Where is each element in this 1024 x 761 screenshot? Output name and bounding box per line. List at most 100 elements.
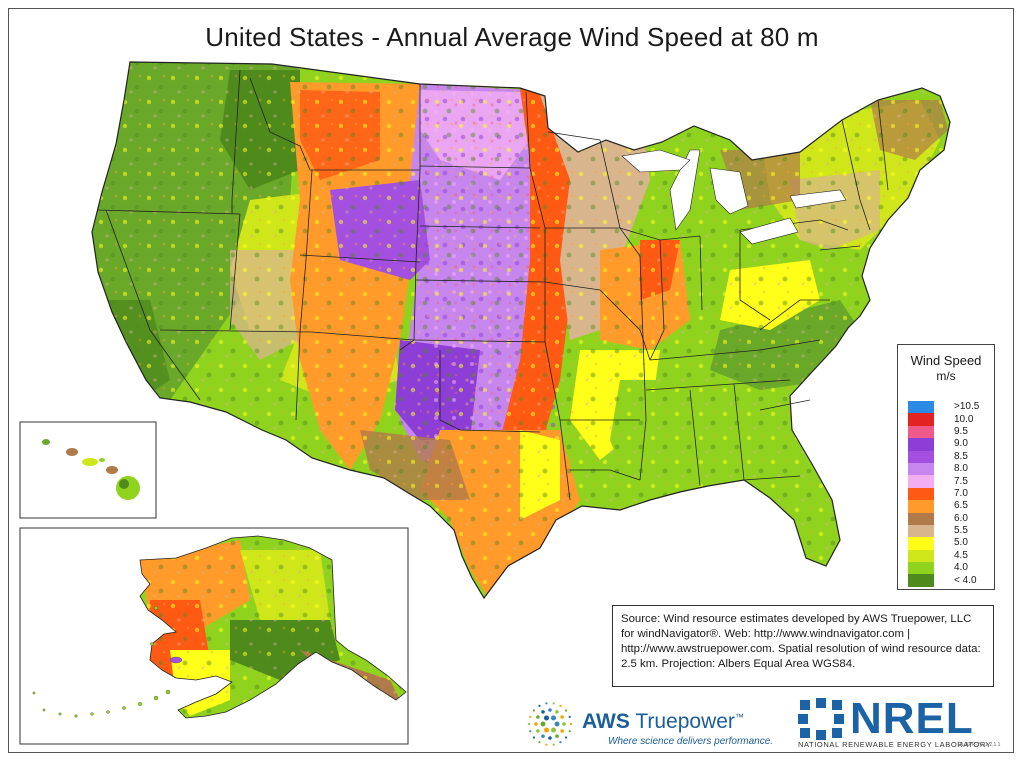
aws-dot xyxy=(541,734,545,738)
legend-swatch xyxy=(908,549,934,563)
aws-dot xyxy=(536,729,540,733)
legend-label: >10.5 xyxy=(954,401,980,413)
aws-dot xyxy=(527,722,531,726)
aws-dot xyxy=(568,730,571,733)
legend-label: 7.0 xyxy=(954,487,968,499)
lake-erie xyxy=(739,217,799,245)
aws-dot xyxy=(540,721,546,727)
conus-outline xyxy=(91,61,951,600)
source-note: Source: Wind resource estimates develope… xyxy=(612,605,994,687)
aws-dot xyxy=(545,743,548,746)
aws-dot xyxy=(544,727,549,733)
legend-entry: 9.5 xyxy=(908,425,979,439)
aws-dot xyxy=(568,715,571,718)
legend-label: 9.0 xyxy=(954,438,968,450)
aws-dot xyxy=(529,715,532,718)
legend-swatch xyxy=(908,500,934,513)
legend-label: 10.0 xyxy=(954,413,974,425)
legend-swatch xyxy=(908,438,934,451)
aws-dot xyxy=(552,702,555,705)
legend-entry: 4.5 xyxy=(908,549,979,563)
legend-label: < 4.0 xyxy=(954,574,977,586)
legend-label: 4.5 xyxy=(954,549,968,561)
aws-dot xyxy=(551,715,556,721)
alaska-outline xyxy=(139,535,407,719)
aws-dot xyxy=(554,721,560,727)
aws-dot xyxy=(536,715,540,719)
hawaii-inset-frame xyxy=(19,421,157,519)
legend-swatch xyxy=(908,562,934,575)
legend-swatch xyxy=(908,462,934,476)
legend-entry: 6.5 xyxy=(908,500,979,513)
aws-dot xyxy=(564,709,568,712)
legend-title: Wind Speed xyxy=(910,353,982,368)
aws-dot xyxy=(552,743,555,746)
legend-label: 8.5 xyxy=(954,450,968,462)
legend-swatch xyxy=(908,537,934,550)
legend-entry: 8.5 xyxy=(908,450,979,463)
aws-dot xyxy=(551,727,556,733)
aws-dot xyxy=(564,736,568,739)
legend-entry: < 4.0 xyxy=(908,574,979,587)
aws-dot xyxy=(559,704,562,707)
aws-dot xyxy=(548,736,552,740)
legend-label: 8.0 xyxy=(954,463,968,475)
nrel-mark-icon xyxy=(798,698,844,740)
legend-swatch xyxy=(908,401,934,414)
legend-swatch xyxy=(908,524,934,538)
legend-swatch xyxy=(908,475,934,488)
legend-label: 5.5 xyxy=(954,525,968,537)
map-frame xyxy=(8,8,1014,753)
map-title: United States - Annual Average Wind Spee… xyxy=(205,22,819,52)
aws-dot xyxy=(532,709,536,712)
aws-dots-icon xyxy=(527,702,573,746)
aws-dot xyxy=(538,741,541,744)
legend-entry: 5.5 xyxy=(908,524,979,538)
lake-huron xyxy=(709,167,749,215)
aws-dot xyxy=(529,730,532,733)
legend-entry: 6.0 xyxy=(908,512,979,525)
legend-swatch xyxy=(908,425,934,439)
aws-dot xyxy=(562,722,566,726)
legend-unit: m/s xyxy=(936,369,956,383)
legend-entry: 8.0 xyxy=(908,462,979,476)
aws-wordmark: AWS Truepower™ xyxy=(582,710,744,733)
legend-entry: 5.0 xyxy=(908,537,979,550)
aws-dot xyxy=(555,710,559,714)
legend-swatch xyxy=(908,512,934,525)
aws-tagline: Where science delivers performance. xyxy=(608,736,774,747)
legend-entry: 9.0 xyxy=(908,438,979,451)
legend-label: 4.0 xyxy=(954,562,968,574)
aws-truepower-logo: AWS Truepower™ Where science delivers pe… xyxy=(520,696,785,752)
legend-swatch xyxy=(908,413,934,426)
legend-label: 6.0 xyxy=(954,512,968,524)
wind-speed-legend: Wind Speed m/s >10.5 10.0 9.5 9.0 8.5 8.0 7.5 7… xyxy=(897,344,995,590)
legend-list: >10.5 10.0 9.5 9.0 8.5 8.0 7.5 7.0 6.5 6.0 5.5 5.0 4… xyxy=(908,401,979,587)
aws-dot xyxy=(560,729,564,733)
aws-dot xyxy=(569,722,573,726)
lake-michigan xyxy=(669,149,701,231)
nrel-wordmark: NREL xyxy=(850,694,974,743)
legend-label: 7.5 xyxy=(954,475,968,487)
legend-swatch xyxy=(908,487,934,501)
state-boundaries xyxy=(97,69,889,501)
nrel-fullname: NATIONAL RENEWABLE ENERGY LABORATORY xyxy=(798,740,992,749)
aws-dot xyxy=(538,704,541,707)
lake-superior xyxy=(621,149,691,173)
legend-label: 5.0 xyxy=(954,537,968,549)
aws-dot xyxy=(534,722,538,726)
lake-ontario xyxy=(789,189,847,209)
aws-dot xyxy=(548,708,552,712)
aws-dot xyxy=(559,741,562,744)
legend-swatch xyxy=(908,574,934,587)
nrel-logo: NREL NATIONAL RENEWABLE ENERGY LABORATOR… xyxy=(796,694,996,752)
aws-dot xyxy=(555,734,559,738)
legend-entry: 4.0 xyxy=(908,562,979,575)
aws-dot xyxy=(544,715,549,721)
legend-label: 6.5 xyxy=(954,500,968,512)
legend-entry: 7.0 xyxy=(908,487,979,501)
aleutian-islands xyxy=(32,606,183,718)
aws-dot xyxy=(560,715,564,719)
hawaii-islands xyxy=(42,439,140,500)
